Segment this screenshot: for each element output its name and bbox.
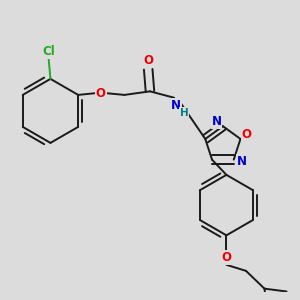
Text: N: N (171, 99, 181, 112)
Text: N: N (212, 116, 221, 128)
Text: N: N (237, 155, 247, 168)
Text: H: H (180, 108, 188, 118)
Text: Cl: Cl (42, 45, 55, 58)
Text: O: O (143, 54, 153, 67)
Text: O: O (242, 128, 252, 141)
Text: O: O (221, 251, 231, 264)
Text: O: O (96, 87, 106, 100)
